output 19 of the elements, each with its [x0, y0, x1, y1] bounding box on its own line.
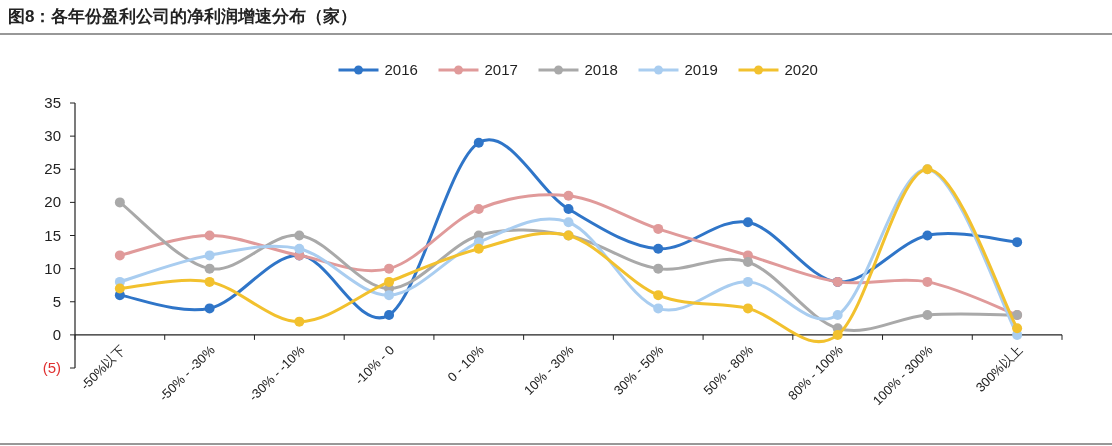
legend-label: 2020: [784, 61, 818, 78]
legend-label: 2017: [484, 61, 518, 78]
y-tick-label: 35: [44, 94, 61, 111]
y-tick-label: 15: [44, 226, 61, 244]
legend-label: 2016: [384, 61, 418, 78]
x-tick-label: 50% - 80%: [700, 342, 757, 398]
x-tick-label: 10% - 30%: [521, 342, 577, 398]
y-tick-label: 25: [44, 160, 61, 178]
y-tick-label: 10: [44, 259, 61, 277]
legend-label: 2018: [584, 61, 618, 78]
x-tick-label: 0 - 10%: [444, 342, 488, 385]
x-tick-label: 30% - 50%: [610, 342, 667, 398]
legend-label: 2019: [684, 61, 718, 78]
y-tick-label: 30: [44, 127, 61, 145]
y-tick-label: 0: [52, 325, 61, 343]
y-tick-label: (5): [42, 359, 61, 376]
y-tick-label: 5: [52, 292, 61, 310]
y-tick-label: 20: [44, 193, 61, 211]
chart-title: 图8：各年份盈利公司的净利润增速分布（家）: [8, 7, 358, 26]
